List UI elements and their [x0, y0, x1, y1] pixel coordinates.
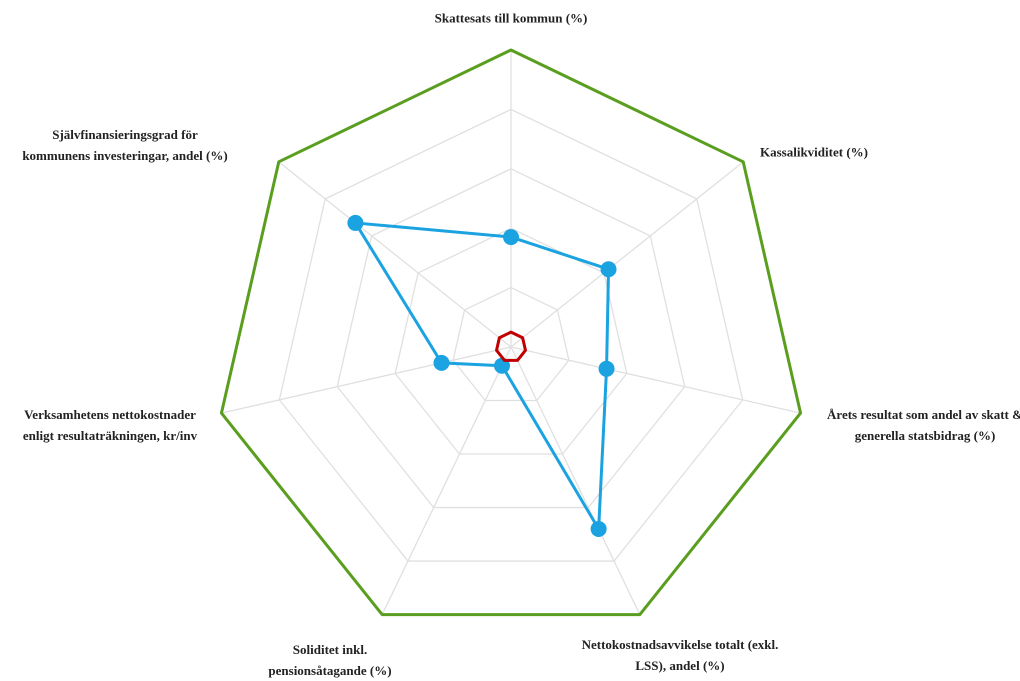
- series-line: [353, 221, 611, 531]
- marker: [598, 360, 615, 377]
- spoke: [510, 346, 641, 615]
- axis-label: Verksamhetens nettokostnader enligt resu…: [22, 407, 198, 443]
- spoke: [510, 161, 744, 348]
- grid-ring: [278, 108, 744, 562]
- marker: [503, 229, 519, 246]
- spoke: [510, 346, 801, 414]
- series-line: [495, 330, 527, 362]
- spoke: [278, 161, 512, 348]
- axis-label: Självfinansieringsgrad för kommunens inv…: [22, 127, 228, 163]
- marker: [600, 261, 617, 278]
- axis-label: Kassalikviditet (%): [760, 144, 868, 160]
- axis-label: Soliditet inkl. pensionsåtagande (%): [268, 642, 392, 678]
- marker: [433, 354, 450, 371]
- spoke: [221, 346, 512, 414]
- marker: [590, 520, 607, 537]
- axis-label: Årets resultat som andel av skatt & gene…: [827, 407, 1020, 443]
- spoke: [381, 346, 512, 615]
- grid-ring: [452, 286, 570, 402]
- grid-ring: [336, 168, 686, 509]
- marker: [347, 214, 364, 231]
- series-line: [219, 48, 803, 617]
- axis-label: Nettokostnadsavvikelse totalt (exkl. LSS…: [581, 637, 779, 673]
- axis-label: Skattesats till kommun (%): [434, 10, 588, 26]
